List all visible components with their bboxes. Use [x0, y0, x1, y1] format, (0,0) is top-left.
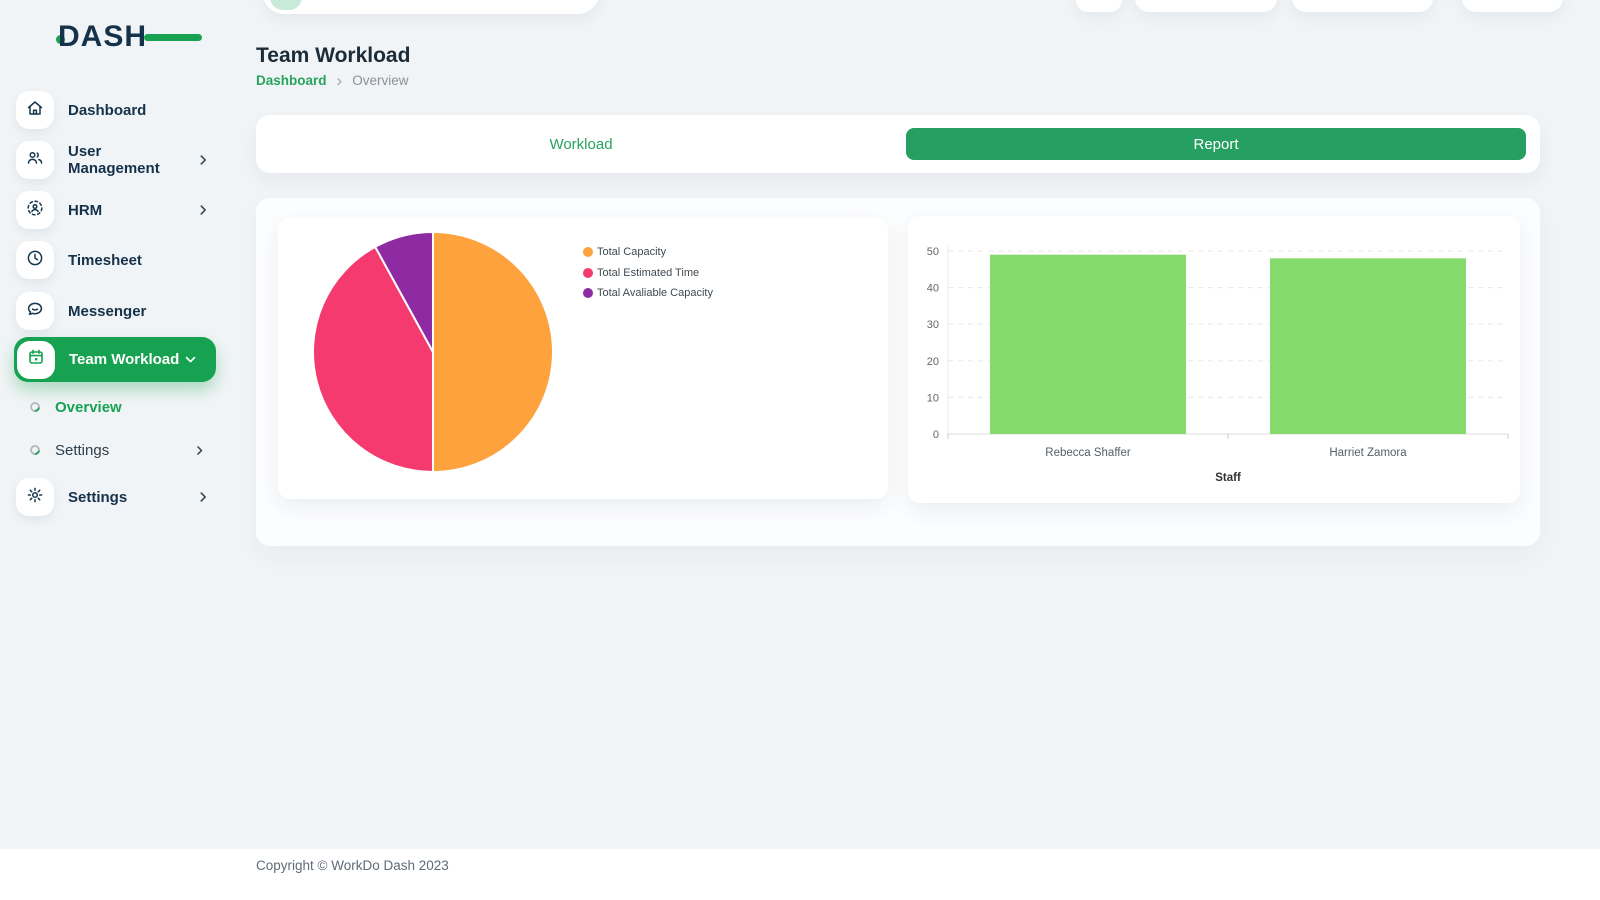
- sidebar: DASH Dashboard User Management HRM: [0, 0, 232, 900]
- sidebar-subitem-settings[interactable]: Settings: [27, 438, 206, 462]
- legend-dot: [583, 267, 593, 278]
- svg-text:10: 10: [927, 392, 939, 404]
- search-input-partial[interactable]: [262, 0, 600, 14]
- breadcrumb-dashboard-link[interactable]: Dashboard: [256, 73, 327, 88]
- legend-item: Total Avaliable Capacity: [583, 283, 713, 304]
- svg-text:40: 40: [927, 283, 939, 295]
- svg-text:0: 0: [933, 429, 939, 441]
- logo-text: DASH: [58, 20, 148, 53]
- pie-legend: Total Capacity Total Estimated Time Tota…: [583, 242, 713, 304]
- legend-dot: [583, 288, 593, 299]
- sidebar-item-label: Settings: [68, 488, 128, 506]
- header-control-partial-3[interactable]: [1292, 0, 1433, 12]
- home-icon: [25, 98, 45, 123]
- bar-axis-title: Staff: [1215, 472, 1241, 484]
- workload-pie-chart: [312, 231, 554, 473]
- calendar-icon: [26, 347, 46, 372]
- footer: Copyright © WorkDo Dash 2023: [0, 849, 1600, 900]
- svg-text:50: 50: [927, 246, 939, 258]
- chevron-right-icon: [196, 490, 210, 504]
- sidebar-item-label: User Management: [68, 143, 160, 177]
- chat-icon: [25, 299, 45, 324]
- sidebar-item-label: HRM: [68, 201, 103, 219]
- sidebar-item-dashboard[interactable]: Dashboard: [16, 90, 216, 130]
- svg-text:20: 20: [927, 356, 939, 368]
- sidebar-item-label: Timesheet: [68, 251, 142, 269]
- bar-category-label: Harriet Zamora: [1329, 447, 1407, 459]
- sidebar-item-user-management[interactable]: User Management: [16, 140, 216, 180]
- copyright-text: Copyright © WorkDo Dash 2023: [256, 858, 449, 873]
- bar-category-label: Rebecca Shaffer: [1045, 447, 1131, 459]
- search-shortcut-pill: [270, 0, 302, 10]
- legend-item: Total Estimated Time: [583, 263, 713, 284]
- header-control-partial-4[interactable]: [1462, 0, 1563, 12]
- sidebar-item-messenger[interactable]: Messenger: [16, 291, 216, 331]
- sidebar-item-timesheet[interactable]: Timesheet: [16, 240, 216, 280]
- chevron-right-icon: [193, 444, 206, 457]
- page-title: Team Workload: [256, 44, 411, 67]
- tab-workload[interactable]: Workload: [549, 135, 613, 153]
- charts-panel: Total Capacity Total Estimated Time Tota…: [256, 198, 1540, 546]
- sidebar-item-team-workload[interactable]: Team Workload: [14, 337, 216, 382]
- sidebar-item-label: Team Workload: [69, 351, 180, 368]
- legend-item: Total Capacity: [583, 242, 713, 263]
- svg-text:30: 30: [927, 319, 939, 331]
- header-control-partial-2[interactable]: [1135, 0, 1277, 12]
- chevron-right-icon: [196, 153, 210, 167]
- bullet-ring-icon: [27, 442, 43, 458]
- tab-report-button[interactable]: Report: [906, 128, 1526, 160]
- logo-accent-dot: [56, 35, 65, 44]
- header-control-partial-1[interactable]: [1076, 0, 1122, 12]
- sidebar-subitem-overview[interactable]: Overview: [27, 395, 206, 419]
- breadcrumb: Dashboard › Overview: [256, 71, 409, 90]
- workload-pie-chart-card: Total Capacity Total Estimated Time Tota…: [278, 218, 888, 499]
- clock-icon: [25, 248, 45, 273]
- staff-bar-chart-card: 0 10 20 30 40 50 Rebecca Shaffer Harriet Zamo…: [908, 216, 1520, 503]
- sidebar-item-label: Messenger: [68, 302, 147, 320]
- sidebar-item-label: Dashboard: [68, 101, 147, 119]
- breadcrumb-chevron-icon: ›: [336, 71, 343, 90]
- staff-bar-chart: 0 10 20 30 40 50: [927, 245, 1509, 441]
- sidebar-subitem-label: Settings: [55, 441, 110, 459]
- gear-icon: [25, 485, 45, 510]
- dash-logo: DASH: [56, 20, 202, 54]
- sidebar-subitem-label: Overview: [55, 398, 122, 416]
- legend-dot: [583, 247, 593, 258]
- sidebar-item-settings[interactable]: Settings: [16, 477, 216, 517]
- users-icon: [25, 148, 45, 173]
- hrm-icon: [25, 198, 45, 223]
- sidebar-item-hrm[interactable]: HRM: [16, 190, 216, 230]
- bullet-ring-icon: [27, 399, 43, 415]
- chevron-down-icon: [183, 352, 198, 367]
- tab-bar: Workload Report: [256, 115, 1540, 173]
- chevron-right-icon: [196, 203, 210, 217]
- breadcrumb-current: Overview: [352, 73, 409, 88]
- logo-accent-bar: [144, 34, 202, 41]
